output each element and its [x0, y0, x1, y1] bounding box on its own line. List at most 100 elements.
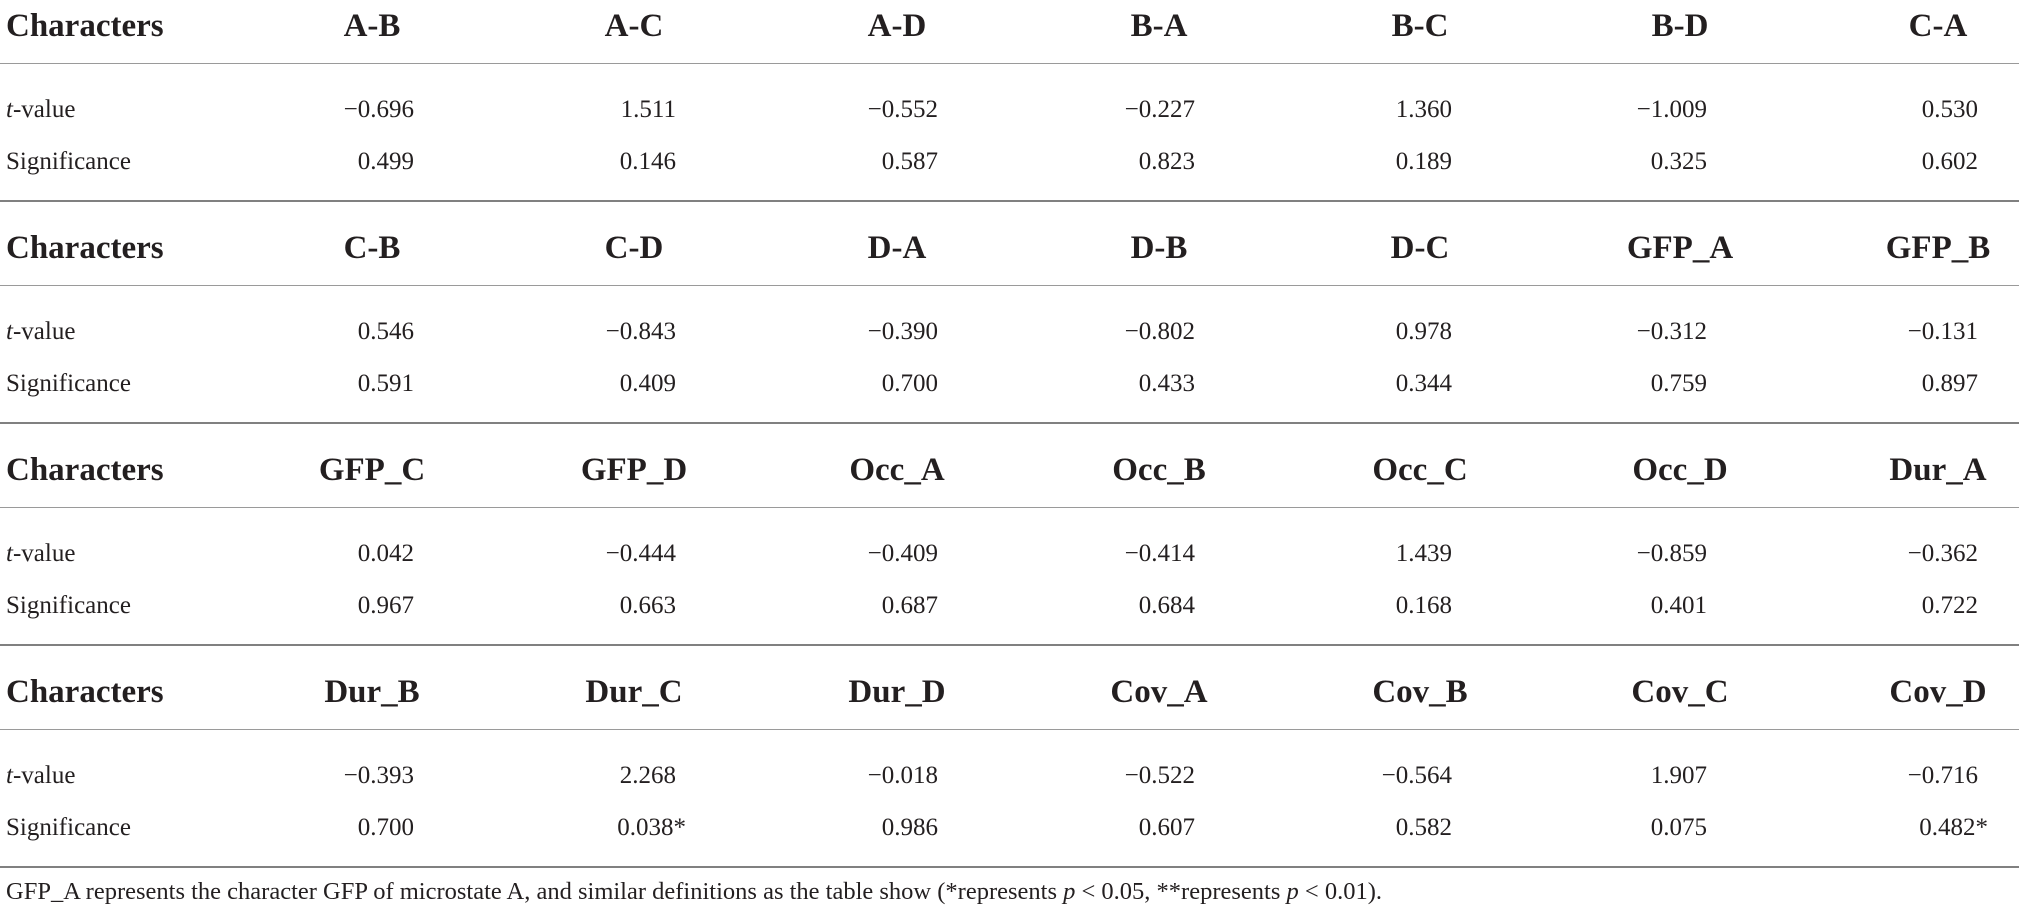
significance-cell: 0.409: [619, 370, 676, 397]
column-header: C-D: [604, 230, 664, 266]
significance-cell: 0.663: [619, 592, 676, 619]
column-header: Cov_B: [1372, 674, 1468, 710]
column-header: B-A: [1130, 8, 1188, 44]
column-header: Dur_C: [585, 674, 683, 710]
t-value-cell: −0.843: [605, 318, 676, 345]
block-divider: [0, 644, 2019, 646]
header-divider: [0, 285, 2019, 286]
t-value-cell: −0.414: [1124, 540, 1195, 567]
column-header: GFP_D: [580, 452, 688, 488]
t-value-cell: −0.390: [867, 318, 938, 345]
t-value-cell: 0.546: [357, 318, 414, 345]
column-header: B-C: [1391, 8, 1449, 44]
header-row: Characters A-B A-C A-D B-A B-C B-D C-A: [0, 0, 2019, 52]
t-value-cell: −0.362: [1907, 540, 1978, 567]
significance-cell: 0.038*: [617, 814, 686, 841]
header-row: Characters Dur_B Dur_C Dur_D Cov_A Cov_B Cov_C…: [0, 666, 2019, 718]
significance-label: Significance: [6, 814, 131, 841]
column-header: Cov_D: [1889, 674, 1987, 710]
t-value-cell: −0.393: [343, 762, 414, 789]
column-header: Dur_A: [1889, 452, 1987, 488]
column-header: Occ_C: [1372, 452, 1468, 488]
significance-cell: 0.986: [881, 814, 938, 841]
block-divider: [0, 422, 2019, 424]
significance-cell: 0.401: [1650, 592, 1707, 619]
header-characters-label: Characters: [6, 230, 164, 266]
t-value-row: t-value −0.393 2.268 −0.018 −0.522 −0.564 1.90…: [0, 750, 2019, 802]
t-value-cell: −0.131: [1907, 318, 1978, 345]
significance-cell: 0.823: [1138, 148, 1195, 175]
column-header: A-B: [343, 8, 401, 44]
header-row: Characters GFP_C GFP_D Occ_A Occ_B Occ_C Occ_D…: [0, 444, 2019, 496]
table-footnote: GFP_A represents the character GFP of mi…: [6, 878, 1382, 905]
significance-cell: 0.344: [1395, 370, 1452, 397]
significance-cell: 0.433: [1138, 370, 1195, 397]
t-value-label: t-value: [6, 540, 76, 567]
significance-cell: 0.075: [1650, 814, 1707, 841]
t-value-cell: −0.552: [867, 96, 938, 123]
header-characters-label: Characters: [6, 674, 164, 710]
t-value-cell: 0.042: [357, 540, 414, 567]
significance-cell: 0.684: [1138, 592, 1195, 619]
column-header: A-C: [604, 8, 664, 44]
significance-row: Significance 0.967 0.663 0.687 0.684 0.168 0.4…: [0, 580, 2019, 632]
significance-cell: 0.582: [1395, 814, 1452, 841]
header-divider: [0, 729, 2019, 730]
significance-cell: 0.700: [881, 370, 938, 397]
column-header: C-A: [1908, 8, 1968, 44]
t-value-row: t-value 0.042 −0.444 −0.409 −0.414 1.439 −0.85…: [0, 528, 2019, 580]
significance-cell: 0.482*: [1919, 814, 1988, 841]
t-value-cell: 1.907: [1650, 762, 1707, 789]
significance-cell: 0.499: [357, 148, 414, 175]
block-divider: [0, 866, 2019, 868]
significance-cell: 0.168: [1395, 592, 1452, 619]
significance-cell: 0.759: [1650, 370, 1707, 397]
t-value-cell: −0.564: [1381, 762, 1452, 789]
t-value-cell: −0.444: [605, 540, 676, 567]
significance-cell: 0.607: [1138, 814, 1195, 841]
t-value-cell: 1.360: [1395, 96, 1452, 123]
significance-row: Significance 0.499 0.146 0.587 0.823 0.189 0.3…: [0, 136, 2019, 188]
header-characters-label: Characters: [6, 8, 164, 44]
significance-cell: 0.189: [1395, 148, 1452, 175]
column-header: C-B: [343, 230, 401, 266]
t-value-cell: 1.439: [1395, 540, 1452, 567]
t-value-label: t-value: [6, 318, 76, 345]
column-header: Occ_A: [849, 452, 945, 488]
column-header: Dur_B: [324, 674, 420, 710]
header-characters-label: Characters: [6, 452, 164, 488]
significance-cell: 0.687: [881, 592, 938, 619]
t-value-cell: 2.268: [619, 762, 676, 789]
significance-cell: 0.700: [357, 814, 414, 841]
t-value-cell: 0.530: [1921, 96, 1978, 123]
t-value-label: t-value: [6, 96, 76, 123]
column-header: D-B: [1130, 230, 1188, 266]
t-value-cell: −0.018: [867, 762, 938, 789]
t-value-cell: −0.696: [343, 96, 414, 123]
column-header: Occ_B: [1112, 452, 1206, 488]
significance-cell: 0.602: [1921, 148, 1978, 175]
t-value-cell: −0.312: [1636, 318, 1707, 345]
column-header: GFP_A: [1626, 230, 1734, 266]
significance-cell: 0.587: [881, 148, 938, 175]
significance-cell: 0.897: [1921, 370, 1978, 397]
significance-row: Significance 0.700 0.038* 0.986 0.607 0.582 0.…: [0, 802, 2019, 854]
t-value-cell: −0.802: [1124, 318, 1195, 345]
column-header: Dur_D: [848, 674, 946, 710]
header-divider: [0, 507, 2019, 508]
header-row: Characters C-B C-D D-A D-B D-C GFP_A GFP_B: [0, 222, 2019, 274]
header-divider: [0, 63, 2019, 64]
significance-cell: 0.722: [1921, 592, 1978, 619]
t-value-cell: −0.409: [867, 540, 938, 567]
t-value-label: t-value: [6, 762, 76, 789]
t-value-cell: −0.522: [1124, 762, 1195, 789]
significance-label: Significance: [6, 592, 131, 619]
column-header: Cov_A: [1110, 674, 1208, 710]
significance-cell: 0.591: [357, 370, 414, 397]
t-value-cell: −1.009: [1636, 96, 1707, 123]
t-value-cell: 1.511: [620, 96, 676, 123]
column-header: GFP_C: [318, 452, 426, 488]
column-header: A-D: [867, 8, 927, 44]
t-value-cell: 0.978: [1395, 318, 1452, 345]
